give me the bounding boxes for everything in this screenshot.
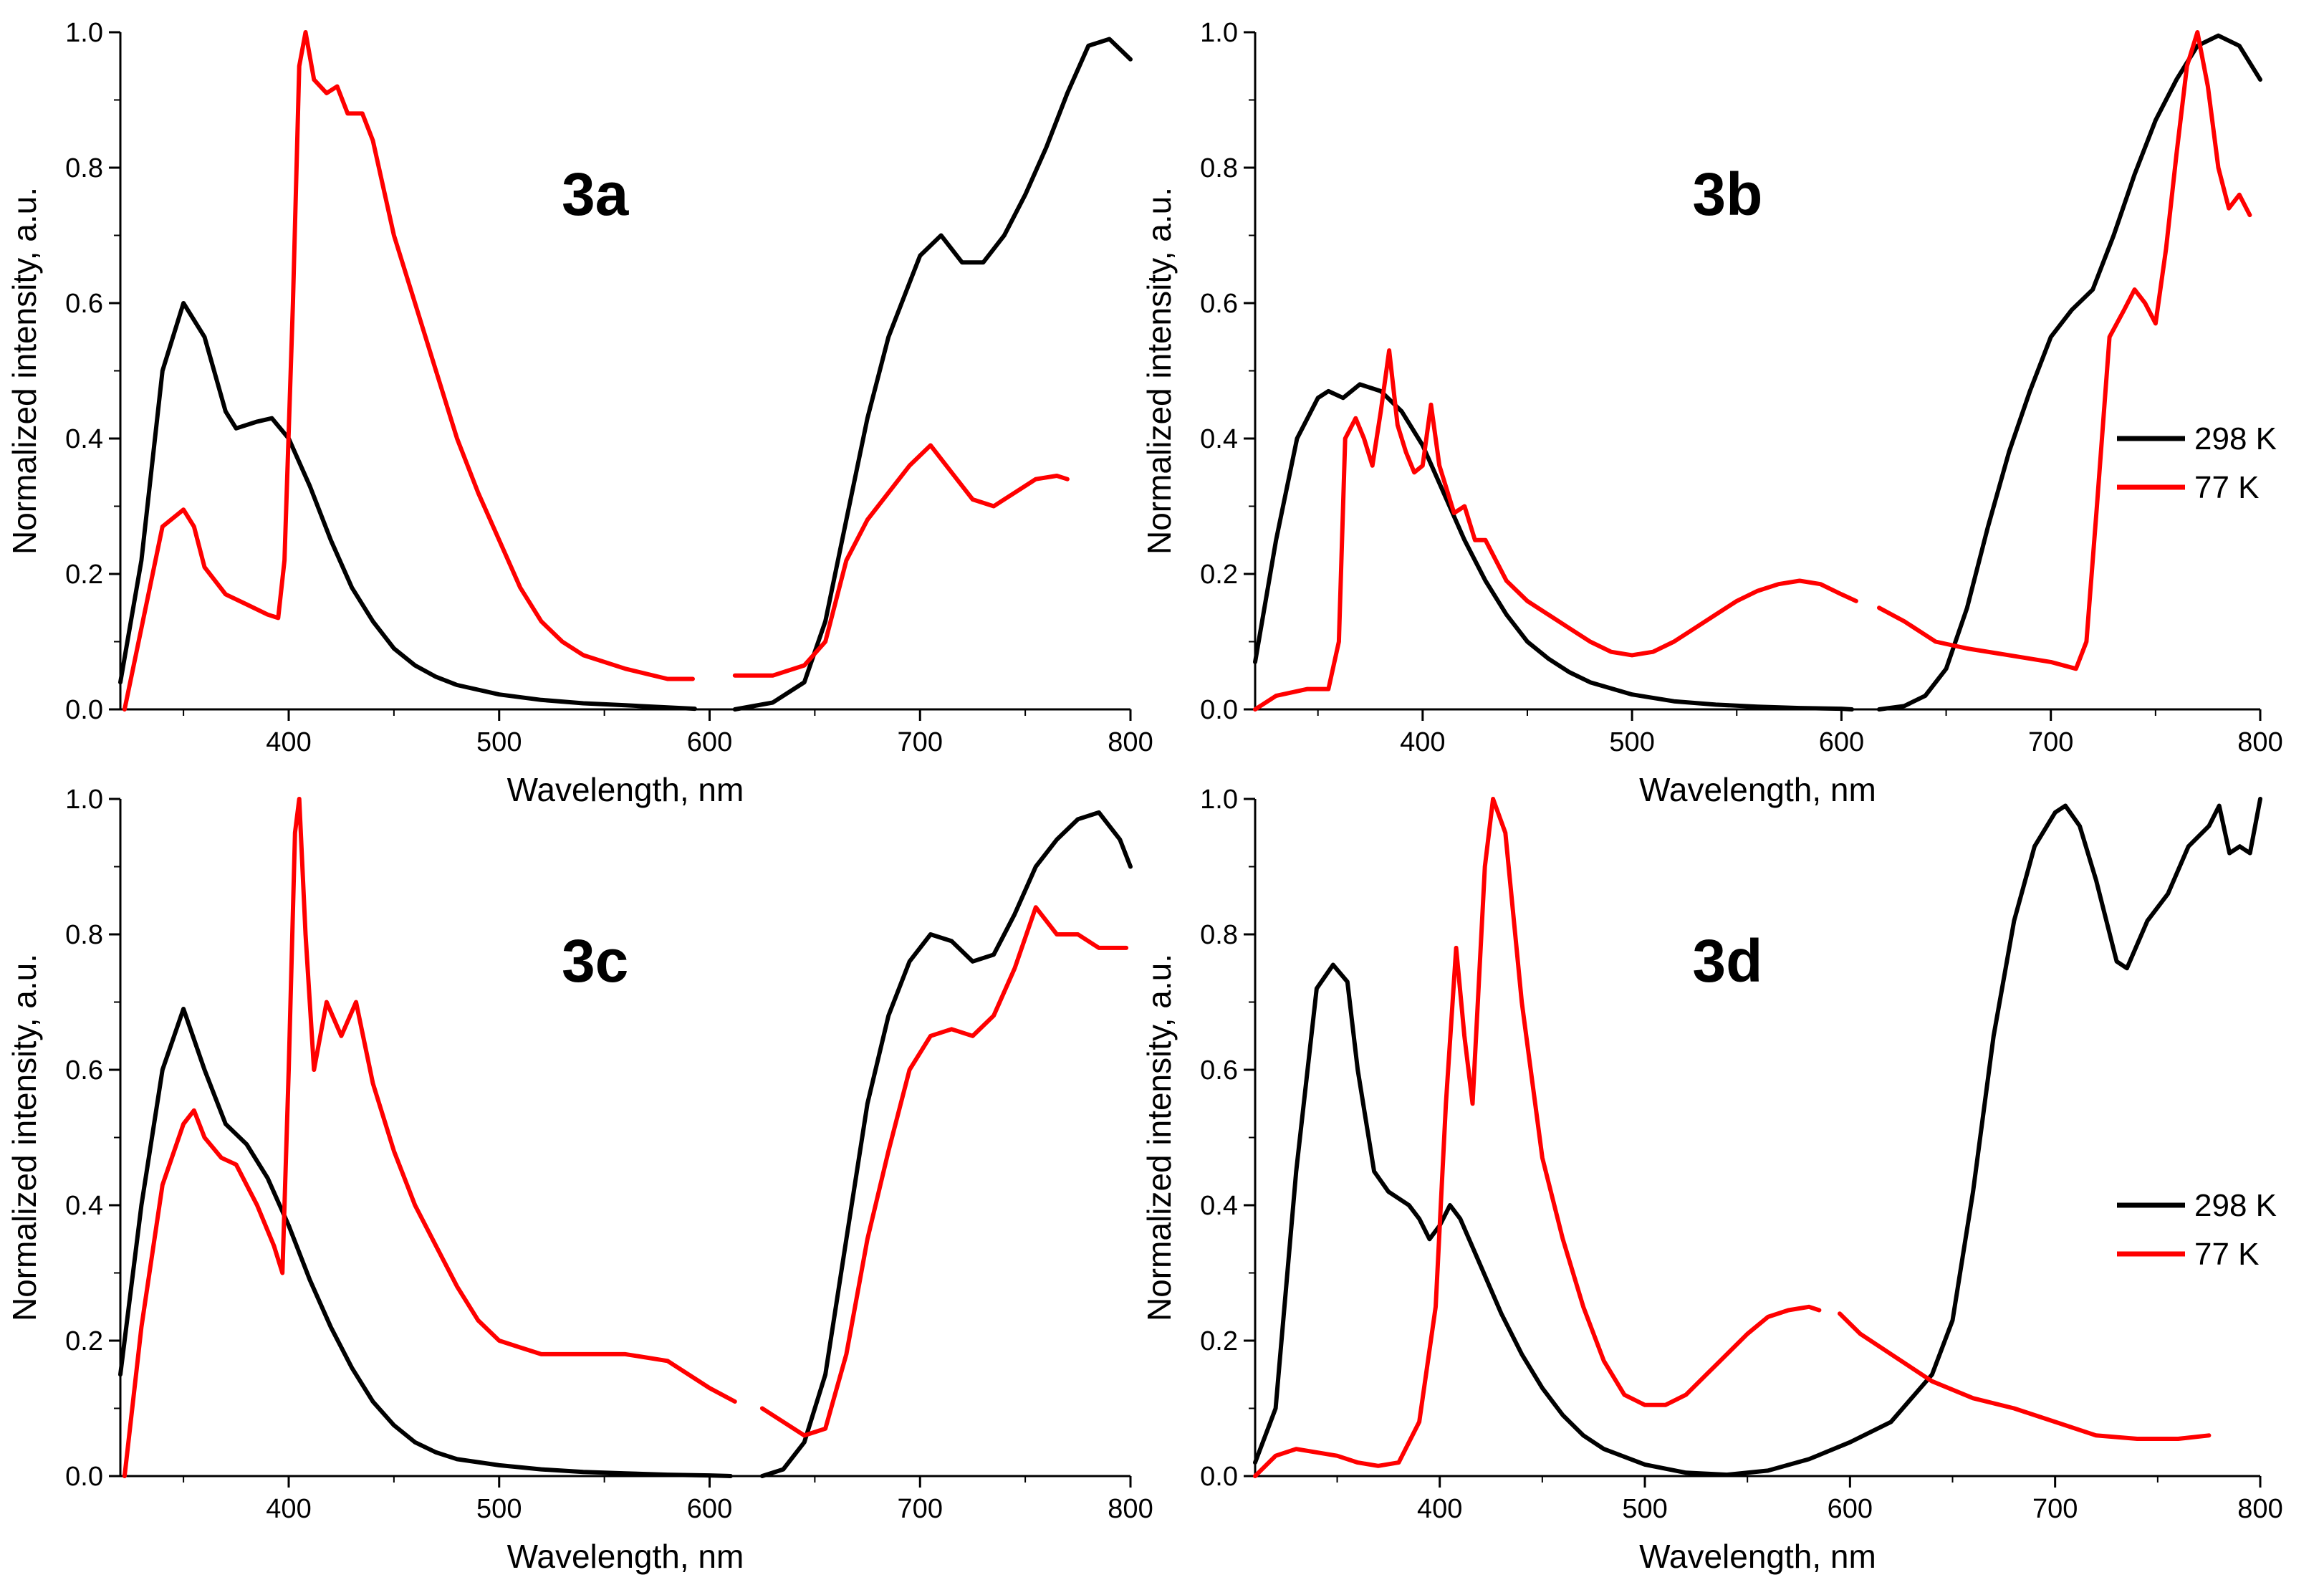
y-tick-label: 0.6 bbox=[1200, 1055, 1238, 1086]
y-tick-label: 0.4 bbox=[65, 1191, 103, 1221]
y-tick-label: 0.8 bbox=[1200, 153, 1238, 183]
legend-label: 77 K bbox=[2194, 470, 2260, 505]
series-line-77k bbox=[1838, 1311, 2212, 1441]
y-axis-title: Normalized intensity, a.u. bbox=[1141, 954, 1178, 1321]
x-tick-label: 700 bbox=[898, 1494, 943, 1524]
x-axis-title: Wavelength, nm bbox=[1639, 771, 1876, 808]
x-tick-label: 700 bbox=[898, 727, 943, 757]
x-tick-label: 700 bbox=[2032, 1494, 2078, 1524]
series-line-298k bbox=[759, 810, 1133, 1478]
y-tick-label: 0.4 bbox=[1200, 424, 1238, 454]
y-tick-label: 1.0 bbox=[1200, 785, 1238, 815]
x-tick-label: 800 bbox=[1108, 1494, 1153, 1524]
x-tick-label: 800 bbox=[1108, 727, 1153, 757]
x-tick-label: 600 bbox=[687, 727, 732, 757]
x-tick-label: 600 bbox=[1819, 727, 1864, 757]
y-tick-label: 1.0 bbox=[1200, 18, 1238, 48]
y-tick-label: 0.2 bbox=[65, 1326, 103, 1356]
panel-label: 3d bbox=[1692, 927, 1762, 995]
series-line-77k bbox=[759, 905, 1129, 1438]
series-line-298k bbox=[1877, 33, 2262, 712]
panel-label: 3c bbox=[562, 927, 628, 995]
x-axis-title: Wavelength, nm bbox=[507, 1538, 744, 1575]
chart-panel-3a: 0.0 0.2 0.4 0.6 0.8 1.0 400 500 600 700 800 Wavelen… bbox=[6, 18, 1153, 808]
x-tick-label: 800 bbox=[2237, 727, 2282, 757]
series-line-298k bbox=[1253, 382, 1854, 712]
series-line-77k bbox=[1253, 348, 1858, 712]
series-line-77k bbox=[1877, 30, 2252, 671]
y-tick-label: 0.0 bbox=[1200, 1462, 1238, 1492]
panel-label: 3a bbox=[562, 161, 630, 228]
series-line-77k bbox=[122, 797, 737, 1478]
y-tick-label: 0.2 bbox=[1200, 560, 1238, 590]
panel-label: 3b bbox=[1692, 161, 1762, 228]
y-tick-label: 0.6 bbox=[65, 289, 103, 319]
y-tick-label: 0.0 bbox=[1200, 695, 1238, 725]
x-tick-label: 500 bbox=[476, 1494, 522, 1524]
series-line-298k bbox=[118, 1007, 733, 1478]
series-line-77k bbox=[732, 443, 1070, 678]
series-line-298k bbox=[1253, 797, 2262, 1478]
x-tick-label: 400 bbox=[266, 1494, 311, 1524]
x-tick-label: 500 bbox=[1622, 1494, 1667, 1524]
y-tick-label: 0.8 bbox=[65, 920, 103, 950]
x-tick-label: 700 bbox=[2028, 727, 2073, 757]
x-tick-label: 600 bbox=[1828, 1494, 1873, 1524]
series-line-77k bbox=[1253, 797, 1822, 1478]
y-tick-label: 0.2 bbox=[65, 560, 103, 590]
y-axis-title: Normalized intensity, a.u. bbox=[6, 954, 43, 1321]
chart-panel-3b: 0.0 0.2 0.4 0.6 0.8 1.0 400 500 600 700 800 Wavelen… bbox=[1141, 18, 2283, 808]
y-tick-label: 0.0 bbox=[65, 1462, 103, 1492]
legend-label: 77 K bbox=[2194, 1237, 2260, 1272]
y-tick-label: 0.4 bbox=[1200, 1191, 1238, 1221]
y-axis-title: Normalized intensity, a.u. bbox=[6, 187, 43, 555]
series-line-298k bbox=[732, 37, 1133, 712]
y-tick-label: 1.0 bbox=[65, 785, 103, 815]
x-tick-label: 500 bbox=[1609, 727, 1654, 757]
chart-panel-3d: 0.0 0.2 0.4 0.6 0.8 1.0 400 500 600 700 800 Wavelen… bbox=[1141, 785, 2283, 1575]
chart-panel-3c: 0.0 0.2 0.4 0.6 0.8 1.0 400 500 600 700 800 Wavelen… bbox=[6, 785, 1153, 1575]
y-axis-title: Normalized intensity, a.u. bbox=[1141, 187, 1178, 555]
y-tick-label: 1.0 bbox=[65, 18, 103, 48]
y-tick-label: 0.4 bbox=[65, 424, 103, 454]
x-tick-label: 400 bbox=[1417, 1494, 1462, 1524]
x-tick-label: 600 bbox=[687, 1494, 732, 1524]
y-tick-label: 0.0 bbox=[65, 695, 103, 725]
x-axis-title: Wavelength, nm bbox=[1639, 1538, 1876, 1575]
x-axis-title: Wavelength, nm bbox=[507, 771, 744, 808]
x-tick-label: 500 bbox=[476, 727, 522, 757]
legend-label: 298 K bbox=[2194, 1188, 2277, 1223]
y-tick-label: 0.8 bbox=[1200, 920, 1238, 950]
y-tick-label: 0.2 bbox=[1200, 1326, 1238, 1356]
x-tick-label: 800 bbox=[2237, 1494, 2282, 1524]
y-tick-label: 0.8 bbox=[65, 153, 103, 183]
x-tick-label: 400 bbox=[266, 727, 311, 757]
x-tick-label: 400 bbox=[1400, 727, 1445, 757]
series-line-77k bbox=[122, 30, 695, 712]
y-tick-label: 0.6 bbox=[65, 1055, 103, 1086]
y-tick-label: 0.6 bbox=[1200, 289, 1238, 319]
series-line-298k bbox=[118, 301, 697, 712]
legend-label: 298 K bbox=[2194, 421, 2277, 456]
